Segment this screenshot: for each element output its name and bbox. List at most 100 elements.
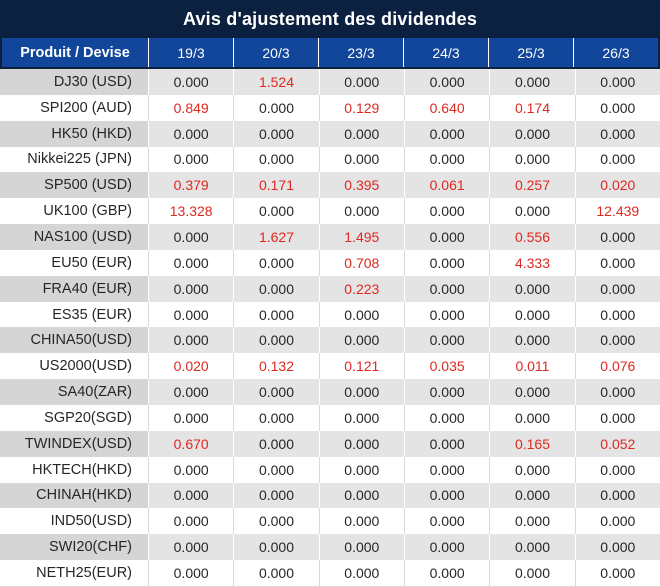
column-header-product-devise: Produit / Devise [20, 44, 130, 61]
table-row: SA40(ZAR) 0.000 0.000 0.000 0.000 0.000 0.000 [0, 379, 660, 405]
value-cell: 0.000 [574, 275, 660, 302]
product-cell: HK50 (HKD) [0, 120, 148, 147]
value-cell: 0.000 [148, 379, 234, 405]
product-cell: SA40(ZAR) [0, 379, 148, 405]
value-cell: 0.000 [403, 275, 490, 302]
value-cell: 0.000 [318, 430, 404, 457]
value-cell: 0.000 [403, 301, 490, 328]
product-cell: FRA40 (EUR) [0, 275, 148, 302]
value-cell: 0.011 [489, 353, 575, 380]
product-cell: TWINDEX(USD) [0, 430, 148, 457]
value-cell: 0.000 [318, 508, 404, 535]
table-row: TWINDEX(USD) 0.670 0.000 0.000 0.000 0.165 0.0… [0, 430, 660, 457]
table-body: DJ30 (USD) 0.000 1.524 0.000 0.000 0.000 0.000… [0, 69, 660, 586]
value-cell: 0.000 [574, 120, 660, 147]
value-cell: 0.020 [574, 172, 660, 199]
value-cell: 0.000 [148, 482, 234, 509]
value-cell: 0.000 [148, 560, 234, 586]
value-cell: 0.000 [318, 146, 404, 173]
value-cell: 0.000 [403, 534, 490, 561]
table-row: CHINAH(HKD) 0.000 0.000 0.000 0.000 0.000 0.00… [0, 482, 660, 509]
value-cell: 0.000 [403, 249, 490, 276]
value-cell: 0.556 [489, 224, 575, 250]
value-cell: 0.035 [403, 353, 490, 380]
value-cell: 0.000 [318, 456, 404, 483]
value-cell: 1.495 [318, 224, 404, 250]
value-cell: 0.000 [489, 69, 575, 95]
value-cell: 0.000 [489, 404, 575, 431]
value-cell: 0.000 [233, 249, 319, 276]
value-cell: 0.000 [574, 456, 660, 483]
value-cell: 0.000 [489, 534, 575, 561]
value-cell: 0.000 [489, 456, 575, 483]
value-cell: 0.000 [574, 224, 660, 250]
value-cell: 0.000 [233, 198, 319, 225]
product-cell: HKTECH(HKD) [0, 456, 148, 483]
value-cell: 0.000 [318, 198, 404, 225]
value-cell: 4.333 [489, 249, 575, 276]
value-cell: 0.000 [574, 560, 660, 586]
value-cell: 0.000 [574, 94, 660, 121]
product-cell: SP500 (USD) [0, 172, 148, 199]
table-row: CHINA50(USD) 0.000 0.000 0.000 0.000 0.000 0.0… [0, 327, 660, 354]
value-cell: 0.000 [489, 275, 575, 302]
value-cell: 0.000 [233, 379, 319, 405]
value-cell: 0.000 [403, 327, 490, 354]
value-cell: 0.000 [233, 120, 319, 147]
value-cell: 0.000 [148, 249, 234, 276]
value-cell: 0.000 [148, 146, 234, 173]
value-cell: 0.000 [403, 224, 490, 250]
value-cell: 0.000 [233, 146, 319, 173]
table-row: IND50(USD) 0.000 0.000 0.000 0.000 0.000 0.000 [0, 508, 660, 535]
value-cell: 0.000 [318, 120, 404, 147]
table-row: NETH25(EUR) 0.000 0.000 0.000 0.000 0.000 0.00… [0, 560, 660, 586]
table-row: FRA40 (EUR) 0.000 0.000 0.223 0.000 0.000 0.00… [0, 275, 660, 302]
value-cell: 0.000 [318, 301, 404, 328]
product-cell: SPI200 (AUD) [0, 94, 148, 121]
column-header-date: 20/3 [233, 38, 318, 67]
value-cell: 0.000 [489, 198, 575, 225]
value-cell: 1.524 [233, 69, 319, 95]
value-cell: 0.395 [318, 172, 404, 199]
value-cell: 0.000 [489, 482, 575, 509]
value-cell: 0.000 [574, 482, 660, 509]
value-cell: 0.000 [403, 379, 490, 405]
value-cell: 0.000 [574, 146, 660, 173]
value-cell: 0.132 [233, 353, 319, 380]
value-cell: 0.000 [318, 534, 404, 561]
table-row: SP500 (USD) 0.379 0.171 0.395 0.061 0.257 0.02… [0, 172, 660, 199]
value-cell: 0.000 [574, 508, 660, 535]
value-cell: 0.076 [574, 353, 660, 380]
value-cell: 0.129 [318, 94, 404, 121]
value-cell: 0.000 [403, 508, 490, 535]
value-cell: 0.165 [489, 430, 575, 457]
value-cell: 0.000 [233, 275, 319, 302]
table-row: EU50 (EUR) 0.000 0.000 0.708 0.000 4.333 0.000 [0, 249, 660, 276]
value-cell: 0.849 [148, 94, 234, 121]
value-cell: 0.000 [148, 275, 234, 302]
value-cell: 0.000 [489, 379, 575, 405]
value-cell: 0.000 [148, 534, 234, 561]
value-cell: 0.000 [148, 301, 234, 328]
product-cell: US2000(USD) [0, 353, 148, 380]
value-cell: 0.000 [148, 404, 234, 431]
value-cell: 0.000 [403, 69, 490, 95]
value-cell: 0.020 [148, 353, 234, 380]
table-row: ES35 (EUR) 0.000 0.000 0.000 0.000 0.000 0.000 [0, 301, 660, 328]
value-cell: 0.000 [233, 482, 319, 509]
table-row: HK50 (HKD) 0.000 0.000 0.000 0.000 0.000 0.000 [0, 120, 660, 147]
value-cell: 0.000 [489, 301, 575, 328]
table-row: SGP20(SGD) 0.000 0.000 0.000 0.000 0.000 0.000 [0, 404, 660, 431]
value-cell: 0.000 [574, 69, 660, 95]
product-cell: CHINAH(HKD) [0, 482, 148, 509]
value-cell: 0.000 [403, 456, 490, 483]
column-header-date: 25/3 [488, 38, 573, 67]
value-cell: 0.000 [403, 198, 490, 225]
product-cell: EU50 (EUR) [0, 249, 148, 276]
value-cell: 0.000 [233, 94, 319, 121]
value-cell: 0.000 [318, 482, 404, 509]
value-cell: 0.061 [403, 172, 490, 199]
value-cell: 0.000 [574, 249, 660, 276]
value-cell: 0.223 [318, 275, 404, 302]
value-cell: 0.000 [318, 560, 404, 586]
